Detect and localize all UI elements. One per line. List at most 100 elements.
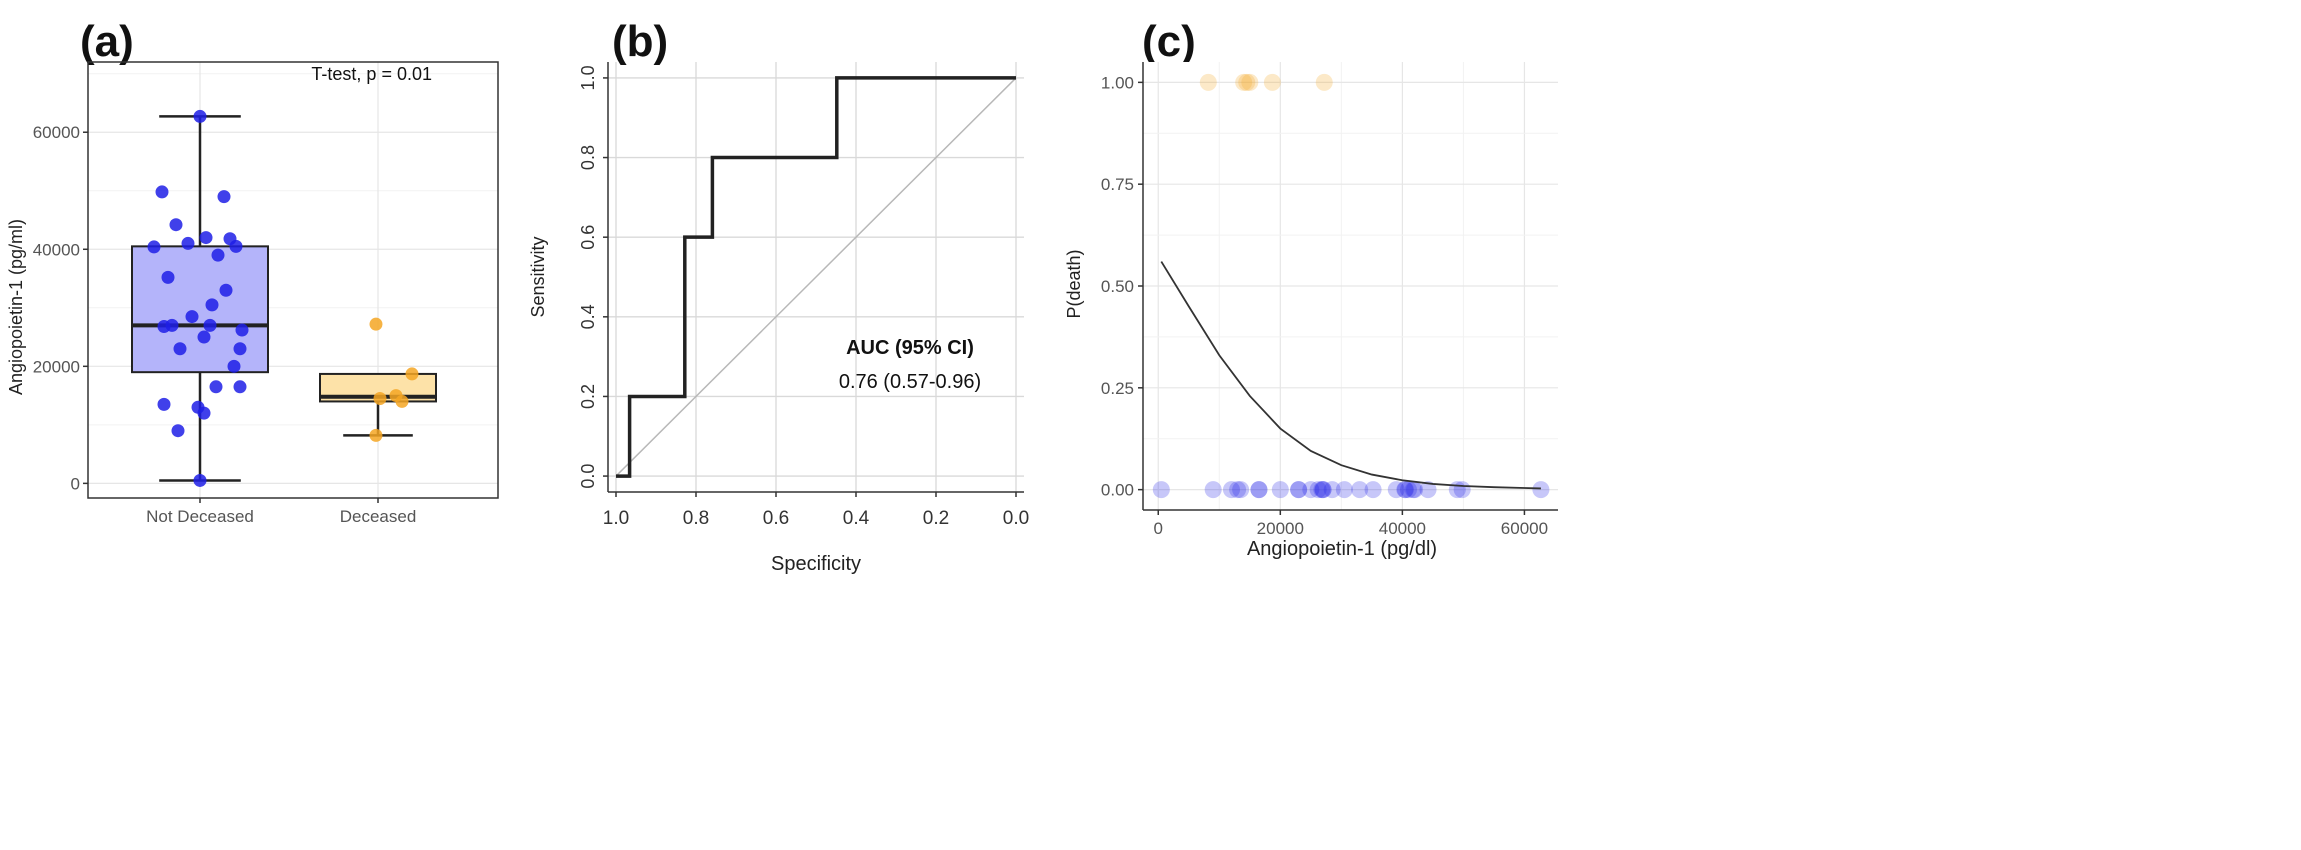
panel-a-frame: [87, 61, 499, 499]
data-point: [395, 394, 409, 408]
data-point: [1290, 481, 1308, 499]
panel-a-points: [147, 109, 419, 487]
data-point: [227, 359, 241, 373]
y-tick-label: 0.00: [1101, 481, 1134, 500]
data-point: [169, 218, 183, 232]
data-point: [1399, 481, 1417, 499]
x-tick-label: 0: [1154, 519, 1163, 538]
data-point: [1419, 481, 1437, 499]
data-point: [1387, 481, 1405, 499]
panel-c-points: [1152, 73, 1550, 499]
data-point: [1313, 481, 1331, 499]
panel-a-label: (a): [80, 17, 134, 66]
data-point: [1204, 481, 1222, 499]
panel-b-label: (b): [612, 17, 668, 66]
panel-b-y-axis-label: Sensitivity: [528, 236, 548, 317]
y-tick-label: 40000: [33, 240, 80, 259]
x-tick-label: 0.2: [923, 508, 949, 529]
panel-a-y-axis-label: Angiopoietin-1 (pg/ml): [6, 219, 26, 395]
data-point: [157, 320, 171, 334]
data-point: [235, 323, 249, 337]
data-point: [233, 380, 247, 394]
data-point: [173, 342, 187, 356]
data-point: [1302, 481, 1320, 499]
data-point: [161, 270, 175, 284]
data-point: [199, 231, 213, 245]
data-point: [147, 240, 161, 254]
data-point: [1232, 481, 1250, 499]
panel-c-background: [1143, 62, 2301, 502]
data-point: [1314, 481, 1332, 499]
y-tick-label: 0: [71, 474, 80, 493]
y-tick-label: 0.2: [578, 384, 598, 409]
data-point: [1406, 481, 1424, 499]
data-point: [219, 283, 233, 297]
data-point: [369, 428, 383, 442]
data-point: [171, 424, 185, 438]
data-point: [193, 109, 207, 123]
data-point: [155, 185, 169, 199]
panel-a-x-ticks: Not Deceased Deceased: [146, 498, 416, 526]
x-tick-label: 40000: [1379, 519, 1426, 538]
data-point: [1453, 481, 1471, 499]
panel-a: 0 20000 40000 60000 Not Deceased Deceased T-…: [6, 61, 499, 526]
x-tick-label: 0.6: [763, 508, 789, 529]
data-point: [193, 473, 207, 487]
data-point: [1290, 481, 1308, 499]
data-point: [405, 367, 419, 381]
data-point: [185, 310, 199, 324]
panel-b-reference-line: [615, 77, 1017, 477]
panel-a-y-ticks: 0 20000 40000 60000: [33, 123, 88, 493]
panel-b: 0.0 0.2 0.4 0.6 0.8 1.0 1.0 0.8 0.6 0.4 0.2 0.0 AU…: [528, 62, 1029, 575]
panel-c: 0.00 0.25 0.50 0.75 1.00 0 20000 40000 60000 An…: [1064, 62, 2301, 560]
panel-c-grid: [1143, 62, 1558, 510]
y-tick-label: 0.6: [578, 225, 598, 250]
data-point: [1532, 481, 1550, 499]
data-point: [211, 248, 225, 262]
data-point: [1323, 481, 1341, 499]
data-point: [1396, 481, 1414, 499]
panel-c-fit-curve: [1160, 261, 1541, 490]
data-point: [229, 239, 243, 253]
y-tick-label: 60000: [33, 123, 80, 142]
data-point: [1263, 73, 1281, 91]
x-tick-label: 60000: [1501, 519, 1548, 538]
panel-b-x-axis-label: Specificity: [771, 553, 861, 575]
data-point: [1396, 481, 1414, 499]
y-tick-label: 0.0: [578, 464, 598, 489]
data-point: [1250, 481, 1268, 499]
data-point: [1315, 73, 1333, 91]
data-point: [197, 330, 211, 344]
y-tick-label: 0.75: [1101, 175, 1134, 194]
x-tick-label: Not Deceased: [146, 507, 254, 526]
y-tick-label: 1.0: [578, 65, 598, 90]
panel-b-roc-curve: [616, 76, 1016, 478]
panel-c-y-ticks: 0.00 0.25 0.50 0.75 1.00: [1101, 73, 1143, 500]
data-point: [233, 342, 247, 356]
panel-c-x-axis-label: Angiopoietin-1 (pg/dl): [1247, 538, 1437, 560]
panel-b-auc-title: AUC (95% CI): [846, 337, 974, 359]
x-tick-label: 20000: [1257, 519, 1304, 538]
x-tick-label: Deceased: [340, 507, 417, 526]
x-tick-label: 1.0: [603, 508, 629, 529]
y-tick-label: 0.4: [578, 304, 598, 329]
data-point: [1152, 481, 1170, 499]
data-point: [1364, 481, 1382, 499]
data-point: [157, 397, 171, 411]
x-tick-label: 0.8: [683, 508, 709, 529]
data-point: [1351, 481, 1369, 499]
data-point: [1222, 481, 1240, 499]
panel-c-label: (c): [1142, 17, 1196, 66]
y-tick-label: 0.25: [1101, 379, 1134, 398]
data-point: [1335, 481, 1353, 499]
data-point: [197, 406, 211, 420]
data-point: [1199, 73, 1217, 91]
panel-b-x-ticks: 1.0 0.8 0.6 0.4 0.2 0.0: [603, 492, 1029, 529]
data-point: [1241, 73, 1259, 91]
y-tick-label: 20000: [33, 357, 80, 376]
data-point: [1238, 73, 1256, 91]
data-point: [1404, 481, 1422, 499]
y-tick-label: 1.00: [1101, 73, 1134, 92]
panel-c-x-ticks: 0 20000 40000 60000: [1154, 510, 1548, 538]
y-tick-label: 0.8: [578, 145, 598, 170]
